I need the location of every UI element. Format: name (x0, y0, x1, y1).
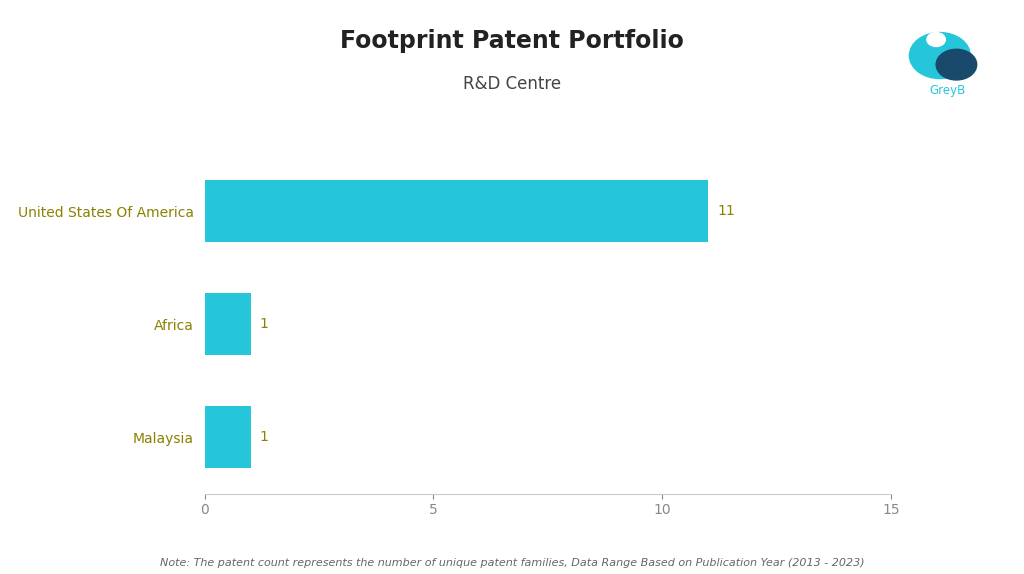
Text: Footprint Patent Portfolio: Footprint Patent Portfolio (340, 29, 684, 53)
Text: 1: 1 (260, 317, 268, 331)
Bar (205, 293, 251, 355)
Circle shape (936, 49, 977, 80)
Circle shape (909, 33, 970, 79)
Text: GreyB: GreyB (929, 84, 966, 97)
Text: Note: The patent count represents the number of unique patent families, Data Ran: Note: The patent count represents the nu… (160, 559, 864, 568)
Text: 1: 1 (260, 430, 268, 444)
Text: R&D Centre: R&D Centre (463, 75, 561, 92)
Bar (205, 406, 251, 468)
Bar (205, 180, 708, 242)
Text: 11: 11 (717, 204, 735, 218)
Circle shape (927, 33, 945, 46)
